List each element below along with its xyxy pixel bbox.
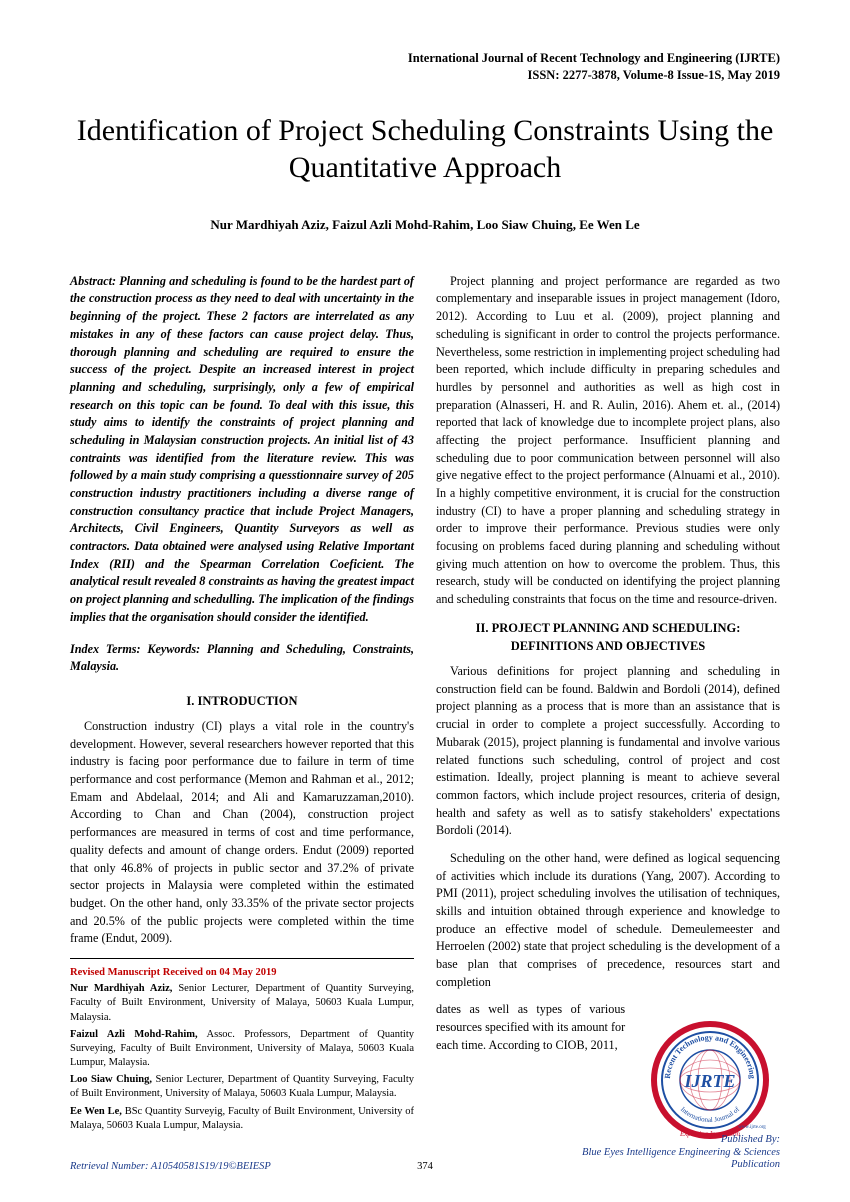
author-name: Faizul Azli Mohd-Rahim, (70, 1029, 198, 1040)
left-column: Abstract: Planning and scheduling is fou… (70, 273, 414, 1136)
col2-paragraph-3: Scheduling on the other hand, were defin… (436, 850, 780, 992)
revised-date: Revised Manuscript Received on 04 May 20… (70, 965, 414, 980)
logo-site: www.ijrte.org (738, 1125, 766, 1130)
col2-paragraph-1: Project planning and project performance… (436, 273, 780, 609)
paper-title: Identification of Project Scheduling Con… (70, 112, 780, 187)
journal-header: International Journal of Recent Technolo… (70, 50, 780, 84)
logo-center-text: IJRTE (683, 1071, 735, 1091)
author-detail-2: Loo Siaw Chuing, Senior Lecturer, Depart… (70, 1073, 414, 1101)
publisher-name: Blue Eyes Intelligence Engineering & Sci… (543, 1147, 780, 1172)
page-footer: Retrieval Number: A10540581S19/19©BEIESP… (70, 1134, 780, 1172)
footnote-divider (70, 958, 414, 959)
author-name: Nur Mardhiyah Aziz, (70, 983, 172, 994)
abstract-block: Abstract: Planning and scheduling is fou… (70, 273, 414, 627)
section-1-heading: I. INTRODUCTION (70, 692, 414, 710)
ijrte-logo: Recent Technology and Engineering Intern… (650, 1020, 770, 1140)
author-affil: BSc Quantity Surveyig, Faculty of Built … (70, 1106, 414, 1131)
col2-paragraph-4: dates as well as types of various resour… (436, 1001, 625, 1054)
author-detail-1: Faizul Azli Mohd-Rahim, Assoc. Professor… (70, 1028, 414, 1071)
page-number: 374 (417, 1161, 433, 1172)
section-2-heading: II. PROJECT PLANNING AND SCHEDULING: DEF… (436, 619, 780, 655)
right-column: Project planning and project performance… (436, 273, 780, 1136)
issn-line: ISSN: 2277-3878, Volume-8 Issue-1S, May … (70, 67, 780, 84)
publisher-block: Published By: Blue Eyes Intelligence Eng… (543, 1134, 780, 1172)
intro-paragraph: Construction industry (CI) plays a vital… (70, 718, 414, 948)
author-name: Loo Siaw Chuing, (70, 1074, 152, 1085)
published-by-label: Published By: (543, 1134, 780, 1147)
retrieval-number: Retrieval Number: A10540581S19/19©BEIESP (70, 1161, 307, 1172)
two-column-body: Abstract: Planning and scheduling is fou… (70, 273, 780, 1136)
index-terms: Index Terms: Keywords: Planning and Sche… (70, 641, 414, 676)
author-detail-3: Ee Wen Le, BSc Quantity Surveyig, Facult… (70, 1105, 414, 1133)
author-detail-0: Nur Mardhiyah Aziz, Senior Lecturer, Dep… (70, 982, 414, 1025)
col2-paragraph-2: Various definitions for project planning… (436, 663, 780, 840)
author-list: Nur Mardhiyah Aziz, Faizul Azli Mohd-Rah… (70, 217, 780, 233)
author-name: Ee Wen Le, (70, 1106, 122, 1117)
journal-name: International Journal of Recent Technolo… (70, 50, 780, 67)
